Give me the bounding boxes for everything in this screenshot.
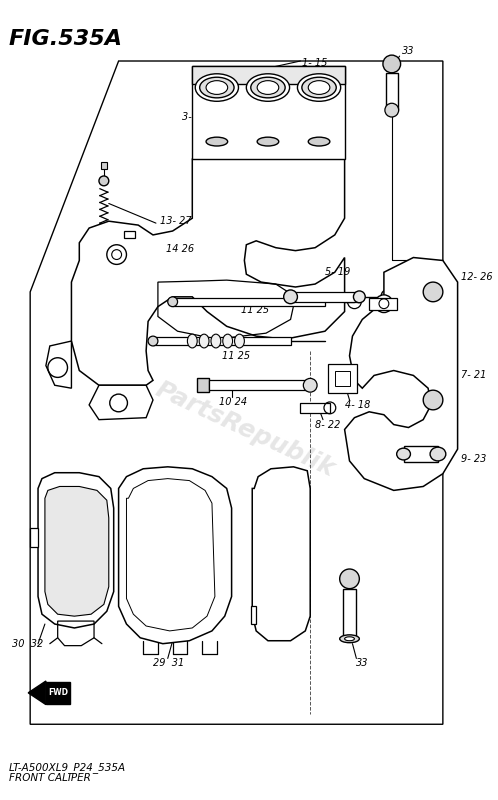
Ellipse shape bbox=[345, 637, 355, 641]
Text: PartsRepublik: PartsRepublik bbox=[152, 378, 339, 482]
Ellipse shape bbox=[397, 448, 410, 460]
Text: 13- 27: 13- 27 bbox=[160, 216, 192, 226]
Circle shape bbox=[99, 176, 109, 186]
Polygon shape bbox=[28, 681, 46, 705]
Bar bbox=[30, 528, 38, 547]
Bar bbox=[300, 403, 330, 413]
Circle shape bbox=[383, 55, 400, 73]
Ellipse shape bbox=[308, 137, 330, 146]
Polygon shape bbox=[119, 467, 232, 644]
Ellipse shape bbox=[251, 78, 285, 98]
Ellipse shape bbox=[257, 137, 279, 146]
Bar bbox=[386, 73, 398, 110]
Text: 30  32: 30 32 bbox=[12, 638, 44, 649]
Bar bbox=[290, 292, 360, 302]
Circle shape bbox=[354, 291, 365, 302]
Polygon shape bbox=[89, 386, 153, 420]
Text: FIG.535A: FIG.535A bbox=[8, 29, 123, 49]
Ellipse shape bbox=[308, 81, 330, 94]
Ellipse shape bbox=[211, 334, 221, 348]
Text: LT-A500XL9_P24_535A: LT-A500XL9_P24_535A bbox=[8, 762, 125, 773]
Circle shape bbox=[375, 295, 393, 313]
Polygon shape bbox=[71, 159, 345, 386]
Text: FWD: FWD bbox=[48, 688, 68, 698]
Bar bbox=[101, 162, 107, 169]
Text: FRONT CALIPER: FRONT CALIPER bbox=[8, 774, 91, 783]
Polygon shape bbox=[38, 473, 114, 628]
Ellipse shape bbox=[206, 81, 228, 94]
Text: 2- 16: 2- 16 bbox=[222, 95, 247, 106]
Text: 7- 21: 7- 21 bbox=[461, 370, 486, 381]
Text: 6- 20: 6- 20 bbox=[384, 275, 409, 285]
Circle shape bbox=[168, 297, 178, 306]
Bar bbox=[335, 370, 351, 386]
Text: 11 25: 11 25 bbox=[242, 305, 269, 314]
Text: 5- 19: 5- 19 bbox=[325, 267, 350, 278]
Text: 9- 23: 9- 23 bbox=[461, 454, 486, 464]
Circle shape bbox=[385, 103, 398, 117]
Circle shape bbox=[423, 282, 443, 302]
Circle shape bbox=[303, 378, 317, 392]
Bar bbox=[328, 364, 358, 393]
Circle shape bbox=[148, 336, 158, 346]
Text: 14 26: 14 26 bbox=[166, 244, 194, 254]
Text: 12- 26: 12- 26 bbox=[461, 272, 492, 282]
Bar bbox=[153, 337, 290, 345]
Ellipse shape bbox=[199, 334, 209, 348]
Ellipse shape bbox=[430, 447, 446, 461]
Bar bbox=[173, 298, 325, 306]
Ellipse shape bbox=[302, 78, 336, 98]
Polygon shape bbox=[46, 341, 71, 388]
Circle shape bbox=[107, 245, 126, 265]
Text: 29  31: 29 31 bbox=[153, 658, 184, 668]
Text: 8- 22: 8- 22 bbox=[315, 419, 341, 430]
Ellipse shape bbox=[223, 334, 233, 348]
Ellipse shape bbox=[340, 635, 360, 642]
Text: 1- 15: 1- 15 bbox=[302, 58, 328, 68]
Text: 10 24: 10 24 bbox=[219, 397, 247, 407]
Text: 11 25: 11 25 bbox=[222, 350, 250, 361]
Bar bbox=[192, 66, 345, 84]
Circle shape bbox=[423, 390, 443, 410]
Ellipse shape bbox=[235, 334, 245, 348]
Circle shape bbox=[284, 290, 297, 304]
Bar bbox=[251, 606, 256, 624]
Bar bbox=[209, 380, 307, 390]
Polygon shape bbox=[252, 467, 310, 641]
Polygon shape bbox=[345, 258, 458, 490]
Circle shape bbox=[340, 569, 360, 589]
Text: 33: 33 bbox=[357, 658, 369, 668]
Bar bbox=[46, 682, 70, 704]
Bar bbox=[124, 231, 135, 238]
Polygon shape bbox=[45, 486, 109, 616]
Bar bbox=[343, 589, 357, 638]
Text: 3- 17: 3- 17 bbox=[182, 112, 208, 122]
Ellipse shape bbox=[297, 74, 341, 102]
Text: 4- 18: 4- 18 bbox=[345, 400, 370, 410]
Bar bbox=[197, 378, 209, 392]
Ellipse shape bbox=[247, 74, 289, 102]
Bar bbox=[369, 298, 397, 310]
Ellipse shape bbox=[206, 137, 228, 146]
Text: 33: 33 bbox=[401, 46, 414, 56]
Bar bbox=[192, 66, 345, 159]
Ellipse shape bbox=[187, 334, 197, 348]
Bar bbox=[403, 446, 438, 462]
Ellipse shape bbox=[257, 81, 279, 94]
Ellipse shape bbox=[200, 78, 234, 98]
Ellipse shape bbox=[195, 74, 239, 102]
